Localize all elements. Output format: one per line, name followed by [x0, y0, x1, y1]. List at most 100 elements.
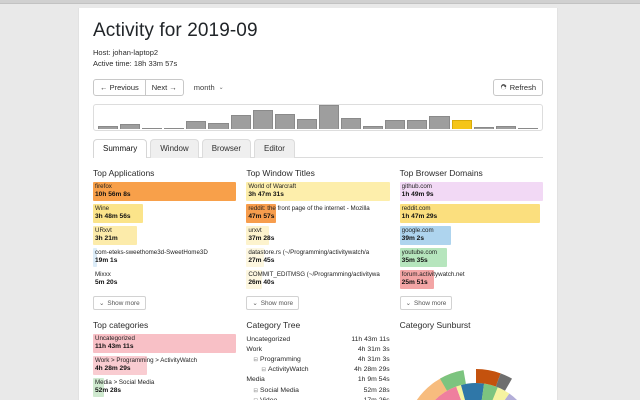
category-duration: 4h 28m 29s: [354, 366, 390, 374]
expand-collapse-icon[interactable]: ⊟: [253, 357, 259, 364]
category-name: Video: [260, 397, 277, 400]
show-more-applications-button[interactable]: ⌄ Show more: [93, 296, 146, 311]
category-tree-list: Uncategorized 11h 43m 11s Work 4h 31m 3s ⊟ Pr…: [246, 334, 389, 400]
sunburst-segment-other[interactable]: [495, 373, 512, 391]
browser-domain-row[interactable]: google.com 39m 2s: [399, 226, 543, 246]
sunburst-segment-uncategorized[interactable]: [456, 393, 534, 400]
timeline-bar[interactable]: [429, 115, 450, 129]
category-row[interactable]: Media > Social Media 52m 28s: [93, 378, 236, 398]
timeline-bar[interactable]: [341, 117, 362, 129]
application-row[interactable]: Wine 3h 48m 56s: [93, 204, 236, 224]
tab-browser[interactable]: Browser: [201, 138, 252, 159]
tab-editor[interactable]: Editor: [254, 138, 295, 159]
application-row[interactable]: com-eteks-sweethome3d-SweetHome3D 19m 1s: [93, 248, 236, 268]
timeline-bar[interactable]: [208, 122, 229, 129]
category-name: Work: [246, 345, 263, 353]
category-tree-row[interactable]: Media 1h 9m 54s: [246, 375, 389, 385]
category-row[interactable]: Work > Programming > ActivityWatch 4h 28m…: [93, 356, 236, 376]
expand-collapse-icon[interactable]: ⊟: [261, 367, 267, 374]
top-browser-domains-section: Top Browser Domains github.com 1h 49m 9s r…: [399, 168, 543, 311]
category-name-cell: Work: [246, 346, 358, 353]
sunburst-segment-misc[interactable]: [439, 370, 466, 391]
bar-fill: [93, 204, 144, 224]
timeline-bar[interactable]: [230, 114, 251, 129]
timeline-bar[interactable]: [186, 120, 207, 129]
timeline-bar[interactable]: [473, 126, 494, 129]
item-duration: 1h 47m 29s: [401, 212, 438, 220]
expand-collapse-icon[interactable]: ⊟: [253, 387, 259, 394]
bar-text: Mixxx 5m 20s: [93, 270, 236, 288]
chevron-down-icon: ⌄: [252, 300, 258, 308]
refresh-button-label: Refresh: [509, 82, 536, 92]
top-applications-section: Top Applications firefox 10h 56m 8s Wine 3h…: [93, 168, 237, 311]
bar-text: youtube.com 35m 35s: [400, 248, 543, 266]
tab-window[interactable]: Window: [150, 138, 199, 159]
category-sunburst-chart[interactable]: [400, 334, 543, 400]
show-more-window-titles-button[interactable]: ⌄ Show more: [246, 296, 300, 311]
item-duration: 27m 45s: [248, 256, 275, 264]
sunburst-segment-activitywatch[interactable]: [475, 369, 501, 387]
category-name-cell: ⊟ Social Media: [246, 387, 363, 394]
bar-fill: [399, 182, 543, 202]
previous-button[interactable]: ← Previous: [93, 78, 146, 96]
bar-text: World of Warcraft 3h 47m 31s: [246, 182, 389, 200]
period-toolbar: ← Previous Next → month ⌄ Refresh: [93, 78, 543, 96]
application-row[interactable]: firefox 10h 56m 8s: [93, 182, 237, 202]
next-button[interactable]: Next →: [145, 78, 184, 96]
sunburst-segment-media[interactable]: [425, 386, 462, 400]
item-duration: 52m 28s: [95, 386, 122, 394]
browser-domain-row[interactable]: youtube.com 35m 35s: [399, 248, 543, 268]
show-more-domains-button[interactable]: ⌄ Show more: [399, 296, 453, 311]
item-name: com-eteks-sweethome3d-SweetHome3D: [95, 249, 208, 257]
category-tree-row[interactable]: Work 4h 31m 3s: [246, 344, 389, 354]
bar-text: URxvt 3h 21m: [93, 226, 236, 244]
timeline-bar[interactable]: [363, 125, 384, 129]
timeline-bar[interactable]: [164, 127, 185, 129]
item-name: urxvt: [248, 227, 262, 235]
refresh-button[interactable]: Refresh: [492, 78, 543, 96]
window-title-row[interactable]: COMMIT_EDITMSG (~/Programming/activitywa…: [246, 270, 389, 290]
application-row[interactable]: Mixxx 5m 20s: [93, 270, 236, 290]
category-tree-row[interactable]: ⊟Video17m 26s: [246, 395, 389, 400]
window-chrome-bar: [0, 0, 640, 4]
chevron-down-icon: ⌄: [405, 300, 412, 308]
timeline-bar[interactable]: [407, 119, 428, 129]
category-tree-row[interactable]: ⊟ ActivityWatch 4h 28m 29s: [246, 365, 389, 375]
timeline-bar[interactable]: [451, 119, 472, 129]
browser-domain-row[interactable]: forum.activitywatch.net 25m 51s: [399, 270, 543, 290]
window-title-row[interactable]: urxvt 37m 28s: [246, 226, 389, 246]
window-title-row[interactable]: World of Warcraft 3h 47m 31s: [246, 182, 390, 202]
tab-summary[interactable]: Summary: [93, 138, 148, 159]
category-name-cell: Media: [246, 376, 358, 383]
bar-fill: [93, 334, 237, 354]
timeline-bar[interactable]: [318, 104, 340, 129]
timeline-bar[interactable]: [142, 127, 163, 129]
category-tree-row[interactable]: ⊟ Social Media 52m 28s: [246, 385, 389, 395]
period-timeline-chart[interactable]: [93, 103, 543, 131]
timeline-bar[interactable]: [120, 123, 141, 129]
period-select[interactable]: month ⌄: [194, 83, 224, 92]
timeline-bar[interactable]: [495, 125, 516, 129]
category-row[interactable]: Uncategorized 11h 43m 11s: [93, 334, 237, 354]
sunburst-segment-email[interactable]: [460, 383, 484, 400]
item-duration: 25m 51s: [401, 278, 428, 286]
timeline-bar[interactable]: [296, 118, 317, 129]
expand-collapse-icon[interactable]: ⊟: [253, 398, 258, 400]
application-row[interactable]: URxvt 3h 21m: [93, 226, 236, 246]
timeline-bar[interactable]: [274, 113, 295, 129]
window-title-row[interactable]: reddit: the front page of the internet -…: [246, 204, 389, 224]
timeline-bar[interactable]: [385, 119, 406, 129]
timeline-bar[interactable]: [252, 109, 273, 129]
browser-domain-row[interactable]: reddit.com 1h 47m 29s: [399, 204, 543, 224]
item-name: google.com: [401, 227, 434, 235]
window-title-row[interactable]: datastore.rs (~/Programming/activitywatc…: [246, 248, 389, 268]
category-tree-row[interactable]: Uncategorized 11h 43m 11s: [246, 334, 389, 344]
browser-domain-row[interactable]: github.com 1h 49m 9s: [399, 182, 543, 202]
top-categories-list: Uncategorized 11h 43m 11s Work > Programmi…: [93, 334, 237, 400]
sunburst-segment-video[interactable]: [481, 383, 498, 400]
timeline-bar[interactable]: [517, 127, 538, 129]
item-duration: 47m 57s: [248, 212, 275, 220]
timeline-bar[interactable]: [98, 125, 119, 129]
category-tree-row[interactable]: ⊟ Programming 4h 31m 3s: [246, 355, 389, 365]
category-name-cell: Uncategorized: [246, 336, 351, 343]
